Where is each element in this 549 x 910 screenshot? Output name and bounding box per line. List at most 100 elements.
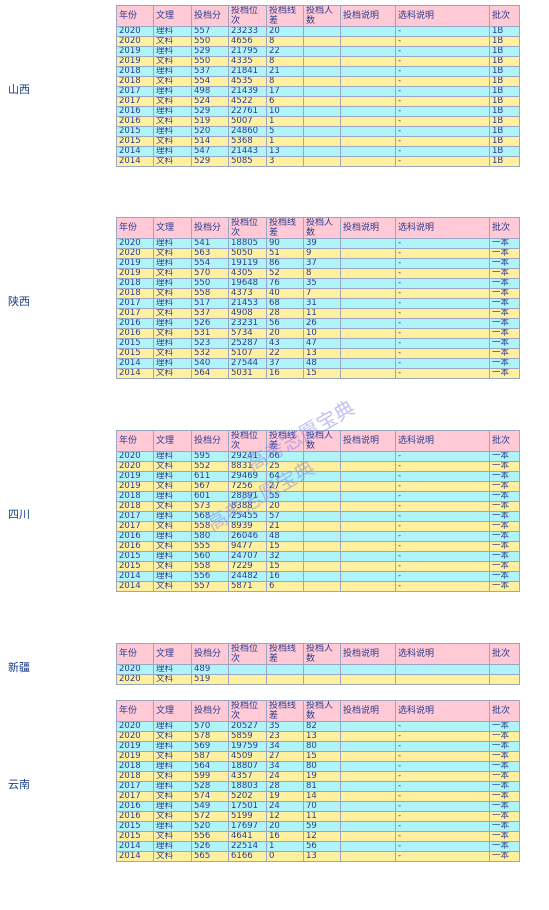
table-cell: 理科	[153, 571, 192, 582]
table-cell: -	[395, 46, 490, 57]
table-cell	[340, 86, 396, 97]
table-row: 2018 理科 550 19648 76 35 - 一本	[116, 278, 520, 289]
table-cell	[340, 674, 396, 685]
table-cell: 66	[266, 451, 304, 462]
table-cell: 25	[266, 461, 304, 472]
table-cell: 48	[303, 358, 341, 369]
table-cell: 文科	[153, 674, 192, 685]
table-cell: 4305	[228, 268, 267, 279]
table-cell: 一本	[489, 328, 520, 339]
table-cell: -	[395, 531, 490, 542]
table-cell: 文科	[153, 156, 192, 167]
table-cell: 一本	[489, 461, 520, 472]
table-cell: -	[395, 318, 490, 329]
table-cell: 578	[191, 731, 229, 742]
table-cell: 37	[303, 258, 341, 269]
province-label: 四川	[8, 507, 30, 521]
table-cell: 2017	[116, 298, 154, 309]
table-cell	[340, 781, 396, 792]
table-cell: 理科	[153, 258, 192, 269]
table-cell: -	[395, 248, 490, 259]
table-cell: 34	[266, 741, 304, 752]
table-cell: 531	[191, 328, 229, 339]
table-row: 2019 文科 587 4509 27 15 - 一本	[116, 751, 520, 762]
column-header: 投档线差	[266, 700, 304, 722]
table-cell: 595	[191, 451, 229, 462]
table-cell: -	[395, 348, 490, 359]
table-cell: 574	[191, 791, 229, 802]
table-cell	[303, 531, 341, 542]
table-cell: -	[395, 781, 490, 792]
table-cell: 2015	[116, 338, 154, 349]
table-cell: 15	[303, 368, 341, 379]
table-row: 2018 文科 558 4373 40 7 - 一本	[116, 288, 520, 299]
column-header: 批次	[489, 217, 520, 239]
table-cell: 一本	[489, 288, 520, 299]
table-cell: 51	[266, 248, 304, 259]
table-cell: 565	[191, 851, 229, 862]
table-cell: 文科	[153, 248, 192, 259]
table-cell: 2017	[116, 521, 154, 532]
table-cell	[303, 491, 341, 502]
table-cell: 2016	[116, 811, 154, 822]
table-cell: 552	[191, 461, 229, 472]
table-cell: -	[395, 298, 490, 309]
table-row: 2017 文科 558 8939 21 - 一本	[116, 521, 520, 532]
table-cell: -	[395, 288, 490, 299]
table-cell	[303, 146, 341, 157]
table-row: 2015 理科 520 17697 20 59 - 一本	[116, 821, 520, 832]
table-cell: 564	[191, 368, 229, 379]
province-label: 云南	[8, 777, 30, 791]
table-cell: -	[395, 751, 490, 762]
table-cell: 24	[266, 771, 304, 782]
table-cell: 21	[266, 521, 304, 532]
table-cell: 573	[191, 501, 229, 512]
table-cell: 2018	[116, 76, 154, 87]
table-row: 2019 理科 611 29469 64 - 一本	[116, 471, 520, 482]
table-cell: 理科	[153, 106, 192, 117]
table-cell: 2019	[116, 46, 154, 57]
table-cell: 2019	[116, 471, 154, 482]
table-row: 2020 理科 489	[116, 664, 520, 675]
table-cell	[340, 348, 396, 359]
table-cell	[340, 501, 396, 512]
table-row: 2018 文科 554 4535 8 -1B	[116, 76, 520, 87]
table-cell: 557	[191, 26, 229, 37]
table-row: 2020 理科 595 29241 66 - 一本	[116, 451, 520, 462]
table-cell	[340, 491, 396, 502]
table-cell	[303, 471, 341, 482]
table-cell: 59	[303, 821, 341, 832]
table-cell: -	[395, 268, 490, 279]
table-row: 2019 理科 569 19759 34 80 - 一本	[116, 741, 520, 752]
table-cell: 5107	[228, 348, 267, 359]
table-cell: 文科	[153, 96, 192, 107]
table-cell: 2017	[116, 308, 154, 319]
table-cell: 2020	[116, 36, 154, 47]
table-cell: 一本	[489, 521, 520, 532]
table-cell: 理科	[153, 238, 192, 249]
table-cell	[340, 96, 396, 107]
table-cell: 2020	[116, 238, 154, 249]
table-cell: 2015	[116, 831, 154, 842]
table-cell: 一本	[489, 348, 520, 359]
table-cell: 理科	[153, 531, 192, 542]
table-cell: 4509	[228, 751, 267, 762]
table-row: 2020 理科 541 18805 90 39 - 一本	[116, 238, 520, 249]
table-row: 2016 理科 529 22761 10 -1B	[116, 106, 520, 117]
table-cell: 2015	[116, 561, 154, 572]
table-cell: 1B	[489, 56, 520, 67]
table-cell: 2014	[116, 358, 154, 369]
table-cell: 64	[266, 471, 304, 482]
table-cell: 556	[191, 571, 229, 582]
column-header: 投档人数	[303, 700, 341, 722]
table-cell: 19	[303, 771, 341, 782]
table-cell: 8	[266, 36, 304, 47]
table-cell: 2017	[116, 86, 154, 97]
table-cell: 5	[266, 126, 304, 137]
table-row: 2018 理科 564 18807 34 80 - 一本	[116, 761, 520, 772]
table-cell: 一本	[489, 471, 520, 482]
table-cell: 一本	[489, 268, 520, 279]
table-cell: -	[395, 511, 490, 522]
column-header: 投档分	[191, 430, 229, 452]
table-cell: 一本	[489, 491, 520, 502]
